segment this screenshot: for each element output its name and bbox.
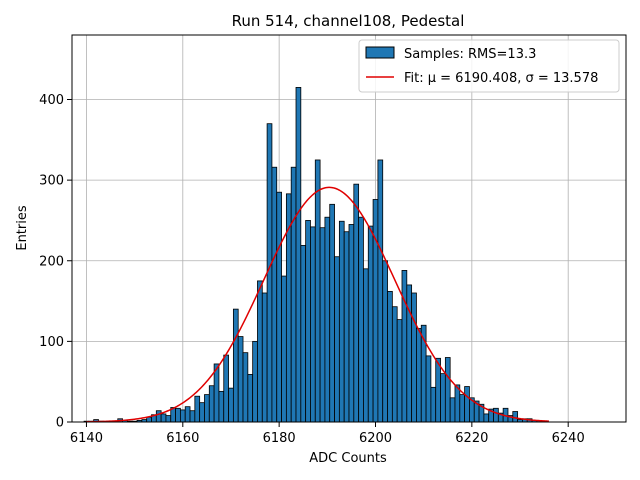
histogram-bar xyxy=(444,357,451,423)
x-tick-label: 6160 xyxy=(166,431,199,446)
histogram-bar xyxy=(348,224,355,423)
x-axis-ticks: 6140 6160 6180 6200 6220 6240 xyxy=(70,422,585,446)
y-axis-ticks: 0 100 200 300 400 xyxy=(39,93,72,431)
histogram-bar xyxy=(199,402,205,423)
histogram-bar xyxy=(353,183,360,423)
x-tick-label: 6240 xyxy=(552,431,585,446)
y-tick-label: 100 xyxy=(39,335,64,350)
plot-frame xyxy=(71,34,627,423)
histogram-bar xyxy=(430,386,437,423)
histogram-bar xyxy=(300,245,307,423)
histogram-bar xyxy=(324,216,331,423)
histogram-bar xyxy=(464,386,470,423)
y-tick-label: 400 xyxy=(39,93,64,108)
histogram-bar xyxy=(319,227,326,423)
histogram-bar xyxy=(401,270,408,423)
histogram-bar xyxy=(218,390,225,423)
histogram-bar xyxy=(396,319,403,423)
histogram-bar xyxy=(175,407,181,423)
histogram-bar xyxy=(295,87,302,423)
legend-box xyxy=(358,39,620,93)
legend-fit-label: Fit: μ = 6190.408, σ = 13.578 xyxy=(404,71,598,86)
x-tick-label: 6140 xyxy=(70,431,103,446)
histogram-bar xyxy=(165,415,172,423)
histogram-bar xyxy=(290,166,297,423)
histogram-bar xyxy=(310,226,316,423)
histogram-bar xyxy=(189,410,196,423)
histogram-bar xyxy=(391,306,398,423)
histogram-bar xyxy=(483,413,490,423)
legend-samples-label: Samples: RMS=13.3 xyxy=(404,47,536,62)
x-tick-label: 6200 xyxy=(359,431,392,446)
y-tick-label: 300 xyxy=(39,174,64,189)
histogram-bar xyxy=(194,395,201,423)
histogram-bar xyxy=(358,216,364,423)
histogram-bar xyxy=(237,336,244,423)
histogram-bar xyxy=(208,385,215,423)
legend-samples-swatch xyxy=(365,46,395,59)
histogram-bar xyxy=(179,409,186,423)
histogram-bar xyxy=(232,308,239,423)
histogram-bar xyxy=(377,159,384,423)
histogram-bar xyxy=(160,413,167,423)
histogram-bar xyxy=(242,352,249,423)
histogram-bar xyxy=(363,268,369,423)
histogram-bar xyxy=(334,256,340,423)
y-tick-label: 0 xyxy=(56,416,64,431)
gaussian-fit-line xyxy=(86,186,549,423)
histogram-bar xyxy=(204,394,210,423)
histogram-bars xyxy=(83,87,547,423)
histogram-bar xyxy=(329,203,335,423)
histogram-bar xyxy=(252,340,258,423)
histogram-bar xyxy=(305,220,311,423)
histogram-bar xyxy=(146,416,152,423)
chart-title: Run 514, channel108, Pedestal xyxy=(232,12,465,30)
histogram-bar xyxy=(276,191,282,423)
histogram-bar xyxy=(449,397,456,423)
histogram-bar xyxy=(440,373,446,423)
histogram-bar xyxy=(454,384,461,423)
histogram-bar xyxy=(425,355,432,423)
histogram-bar xyxy=(372,199,379,423)
histogram-bar xyxy=(184,406,191,423)
histogram-bar xyxy=(512,411,519,423)
histogram-bar xyxy=(213,363,220,423)
histogram-bar xyxy=(257,280,263,423)
histogram-bar xyxy=(281,275,287,423)
y-axis-label: Entries xyxy=(15,205,30,251)
histogram-bar xyxy=(271,166,278,423)
x-tick-label: 6220 xyxy=(455,431,488,446)
histogram-bar xyxy=(338,220,345,423)
histogram-bar xyxy=(261,292,268,423)
histogram-bar xyxy=(416,328,422,423)
histogram-bar xyxy=(223,354,229,423)
histogram-bar xyxy=(493,407,499,423)
histogram-bar xyxy=(228,387,234,423)
x-tick-label: 6180 xyxy=(263,431,296,446)
histogram-bar xyxy=(367,225,374,423)
histogram-bar xyxy=(155,410,162,423)
histogram-bar xyxy=(459,394,466,423)
histogram-bar xyxy=(343,231,350,423)
legend: Samples: RMS=13.3 Fit: μ = 6190.408, σ =… xyxy=(358,39,620,93)
histogram-bar xyxy=(387,290,393,423)
histogram-bar xyxy=(247,374,254,423)
histogram-bar xyxy=(382,260,388,423)
histogram-bar xyxy=(406,284,413,423)
histogram-bar xyxy=(435,357,441,423)
histogram-bar xyxy=(411,292,417,423)
y-tick-label: 200 xyxy=(39,254,64,269)
histogram-bar xyxy=(314,159,321,423)
x-axis-label: ADC Counts xyxy=(309,451,387,466)
